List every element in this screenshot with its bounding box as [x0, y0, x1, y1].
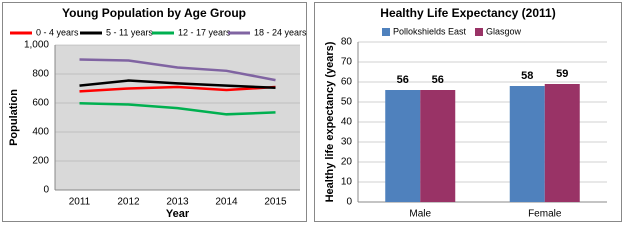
y-tick-label: 80: [341, 37, 353, 48]
bar: [509, 86, 545, 202]
x-tick-label: 2011: [69, 197, 91, 208]
series-line: [79, 85, 276, 93]
y-tick-label: 70: [341, 57, 353, 68]
x-tick-label: Male: [409, 209, 431, 220]
y-tick-label: 30: [341, 137, 353, 148]
series-line: [79, 102, 276, 116]
y-tick-label: 20: [341, 157, 353, 168]
x-tick-label: 2015: [264, 197, 287, 208]
x-tick-label: 2013: [166, 197, 189, 208]
legend-label: 18 - 24 years: [254, 27, 307, 37]
y-tick-label: 0: [43, 185, 49, 196]
plot-area: [55, 45, 300, 190]
bar: [544, 84, 580, 202]
chart-title: Healthy Life Expectancy (2011): [380, 6, 555, 20]
x-tick-label: Female: [528, 209, 562, 220]
data-label: 59: [556, 68, 568, 80]
legend-swatch: [475, 28, 483, 36]
chart-title: Young Population by Age Group: [62, 6, 246, 20]
bar: [420, 90, 456, 202]
legend-label: Glasgow: [486, 26, 522, 36]
y-tick-label: 10: [341, 177, 353, 188]
y-tick-label: 800: [32, 69, 49, 80]
y-axis-title: Population: [8, 89, 20, 146]
x-tick-label: 2012: [117, 197, 140, 208]
chart-figure: Young Population by Age Group02004006008…: [2, 2, 622, 222]
x-axis-title: Year: [166, 208, 190, 220]
y-tick-label: 600: [32, 98, 49, 109]
series-line: [79, 58, 276, 82]
data-label: 56: [397, 74, 409, 86]
legend-label: 5 - 11 years: [106, 27, 153, 37]
y-tick-label: 40: [341, 117, 353, 128]
y-tick-label: 200: [32, 156, 49, 167]
x-tick-label: 2014: [215, 197, 238, 208]
y-tick-label: 1,000: [24, 40, 49, 51]
legend-label: 12 - 17 years: [178, 27, 231, 37]
data-label: 56: [432, 74, 444, 86]
y-axis-title: Healthy life expectancy (years): [324, 41, 336, 202]
y-tick-label: 400: [32, 127, 49, 138]
y-tick-label: 60: [341, 77, 353, 88]
y-tick-label: 0: [346, 197, 352, 208]
bar: [385, 90, 421, 202]
y-tick-label: 50: [341, 97, 353, 108]
page: Young Population by Age Group 0 200 400 600 8…: [0, 0, 624, 224]
series-line: [79, 79, 276, 90]
legend-label: Pollokshields East: [393, 26, 467, 36]
data-label: 58: [521, 70, 533, 82]
legend-swatch: [382, 28, 390, 36]
legend-label: 0 - 4 years: [36, 27, 79, 37]
